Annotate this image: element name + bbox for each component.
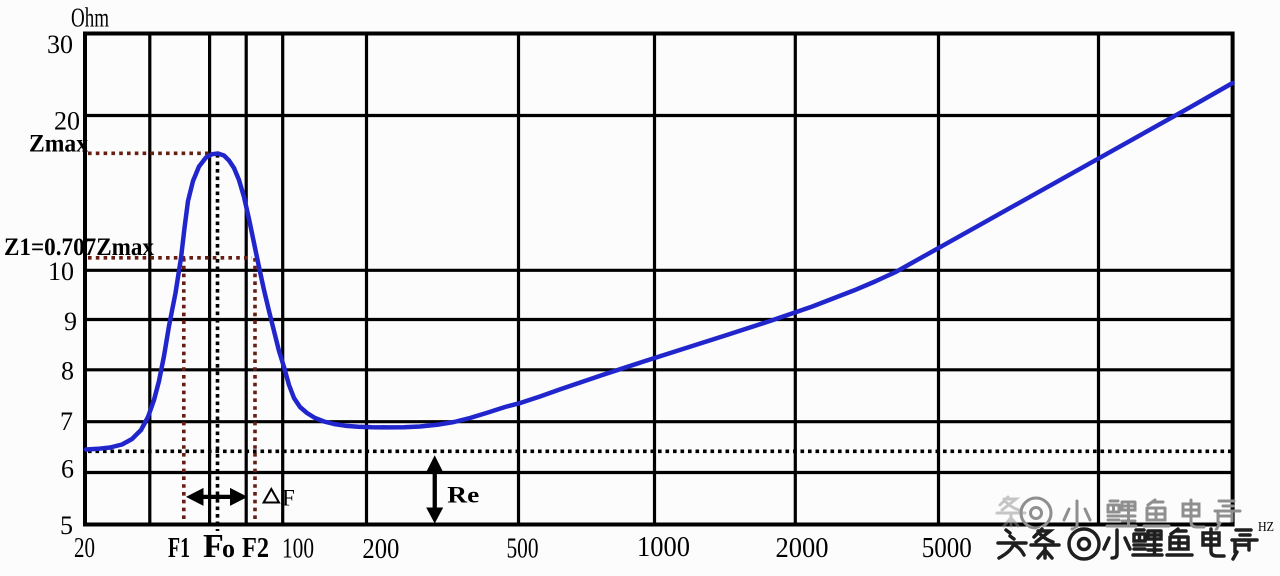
svg-text:30: 30: [47, 30, 73, 59]
svg-text:20: 20: [54, 107, 80, 136]
svg-text:Z1=0.707Zmax: Z1=0.707Zmax: [4, 234, 154, 261]
svg-text:2000: 2000: [776, 532, 829, 564]
svg-text:8: 8: [61, 357, 74, 386]
svg-text:5000: 5000: [922, 532, 972, 564]
svg-text:5: 5: [60, 511, 73, 540]
svg-text:F: F: [282, 486, 295, 511]
svg-text:Re: Re: [447, 482, 479, 507]
svg-text:9: 9: [64, 307, 77, 336]
svg-text:500: 500: [507, 533, 539, 565]
svg-text:HZ: HZ: [1258, 519, 1274, 534]
svg-text:6: 6: [61, 455, 74, 484]
svg-text:Ohm: Ohm: [71, 3, 109, 33]
svg-text:1000: 1000: [637, 531, 690, 563]
svg-text:F: F: [203, 528, 224, 565]
svg-text:F1: F1: [168, 532, 190, 564]
svg-text:200: 200: [362, 533, 399, 565]
svg-text:o: o: [222, 534, 235, 563]
svg-text:100: 100: [282, 533, 314, 565]
svg-text:Zmax: Zmax: [29, 131, 88, 158]
svg-text:10: 10: [48, 257, 74, 286]
svg-text:F2: F2: [242, 532, 269, 564]
svg-text:7: 7: [60, 407, 73, 436]
svg-text:20: 20: [74, 532, 95, 564]
